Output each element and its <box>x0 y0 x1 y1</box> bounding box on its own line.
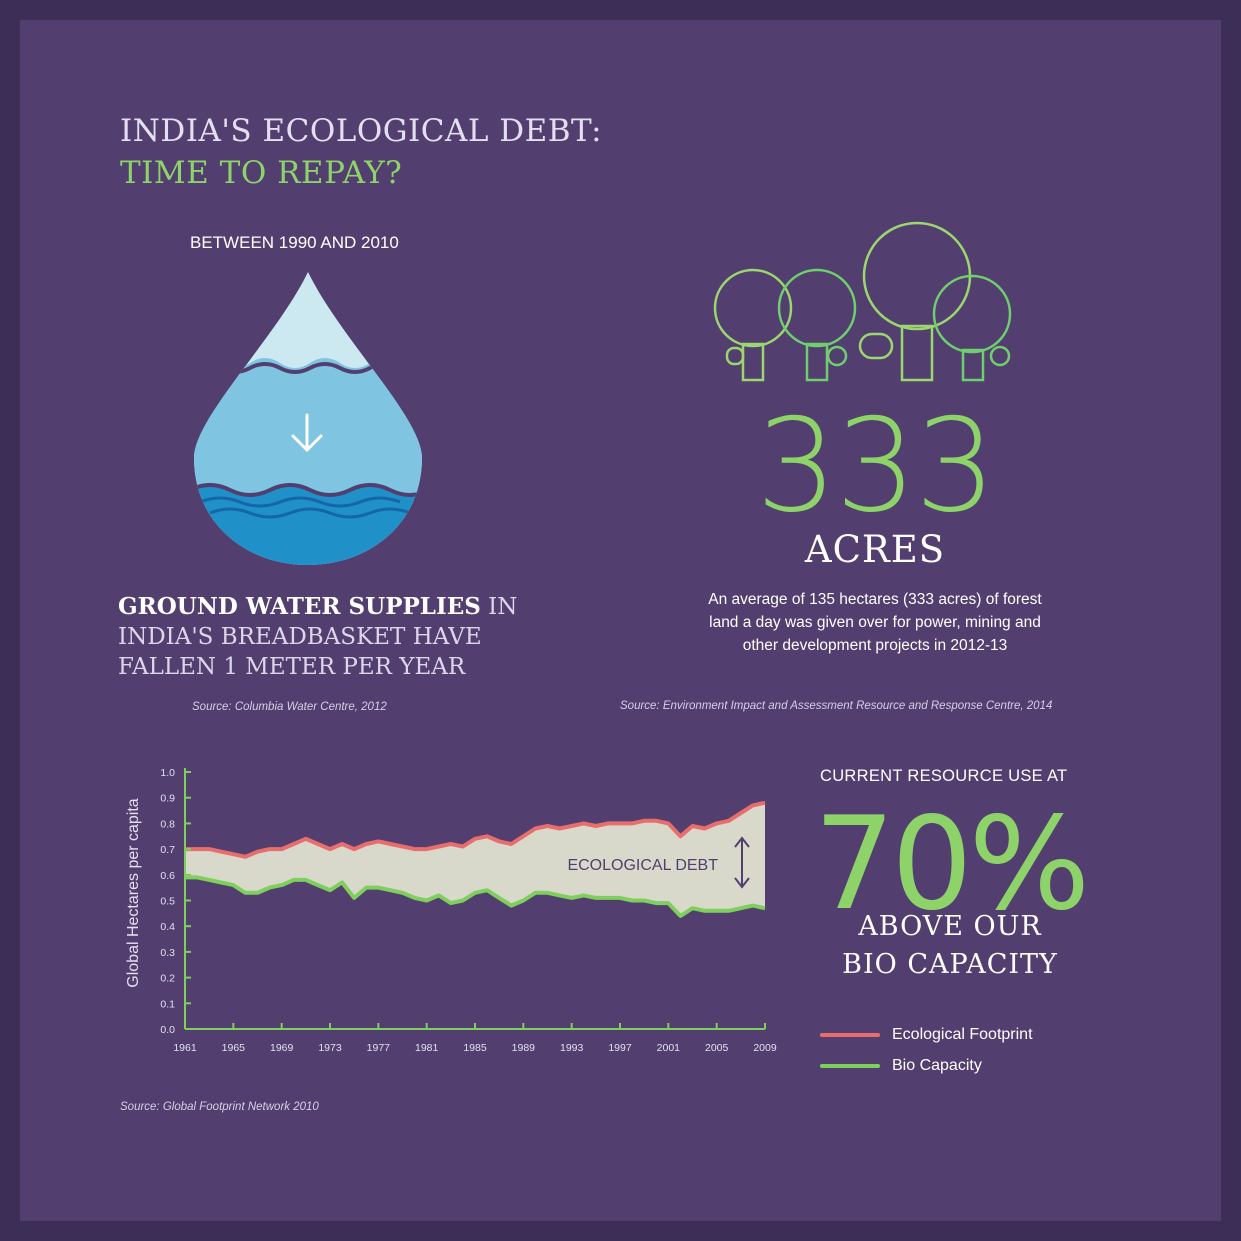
y-tick-label: 0.6 <box>160 870 175 882</box>
series-line-biocapacity <box>185 875 766 918</box>
legend-label-biocapacity: Bio Capacity <box>892 1057 982 1074</box>
x-tick-label: 1965 <box>222 1042 246 1054</box>
double-arrow-icon <box>734 836 750 889</box>
legend-swatch-biocapacity <box>820 1064 880 1068</box>
chart-legend: Ecological Footprint Bio Capacity <box>820 1024 1033 1077</box>
resource-heading: CURRENT RESOURCE USE AT <box>820 767 1068 785</box>
water-headline-bold: GROUND WATER SUPPLIES <box>118 593 481 620</box>
chart-axes-layer: 0.0 0.1 0.2 0.3 0.4 0.5 0.6 0.7 0.8 0.9 1.0 1961 196… <box>160 767 776 1054</box>
y-tick-label: 0.8 <box>160 818 175 830</box>
ecological-debt-annotation: ECOLOGICAL DEBT <box>567 857 718 874</box>
water-headline-line2: INDIA'S BREADBASKET HAVE <box>118 624 482 650</box>
chart-area-layer <box>185 800 766 918</box>
y-tick-label: 0.1 <box>160 998 175 1010</box>
water-headline: GROUND WATER SUPPLIES IN INDIA'S BREADBA… <box>118 592 538 682</box>
resource-caption: ABOVE OUR BIO CAPACITY <box>830 908 1070 984</box>
x-tick-label: 1997 <box>608 1042 632 1054</box>
forest-desc-line3: other development projects in 2012-13 <box>742 637 1008 654</box>
y-tick-label: 0.4 <box>160 921 175 933</box>
title-line-1: INDIA'S ECOLOGICAL DEBT: <box>120 113 603 149</box>
ecological-debt-chart: 0.0 0.1 0.2 0.3 0.4 0.5 0.6 0.7 0.8 0.9 1.0 1961 196… <box>125 767 777 1054</box>
forest-number: 333 <box>755 392 996 541</box>
x-tick-label: 1981 <box>415 1042 439 1054</box>
y-tick-label: 0.9 <box>160 793 175 805</box>
resource-caption-line1: ABOVE OUR <box>858 911 1042 942</box>
x-tick-label: 1989 <box>512 1042 536 1054</box>
forest-unit: ACRES <box>804 528 946 571</box>
x-tick-label: 2001 <box>657 1042 681 1054</box>
x-tick-label: 1985 <box>463 1042 487 1054</box>
x-tick-label: 2005 <box>705 1042 729 1054</box>
forest-description: An average of 135 hectares (333 acres) o… <box>660 588 1090 657</box>
title-line-2: TIME TO REPAY? <box>120 155 403 191</box>
water-headline-rest: IN <box>480 594 518 620</box>
forest-source: Source: Environment Impact and Assessmen… <box>620 700 1053 712</box>
legend-item-footprint: Ecological Footprint <box>820 1024 1033 1046</box>
trees-icon <box>713 221 1012 382</box>
series-line-footprint <box>185 800 766 859</box>
y-tick-label: 0.2 <box>160 973 175 985</box>
resource-caption-line2: BIO CAPACITY <box>842 949 1058 980</box>
water-drop-icon <box>194 272 422 565</box>
x-tick-label: 2009 <box>753 1042 777 1054</box>
x-tick-label: 1969 <box>270 1042 294 1054</box>
y-axis-label: Global Hectares per capita <box>125 798 142 988</box>
y-tick-label: 0.5 <box>160 896 175 908</box>
x-tick-label: 1961 <box>173 1042 197 1054</box>
debt-area <box>185 802 765 916</box>
resource-number: 70% <box>813 790 1091 939</box>
y-tick-label: 0.0 <box>160 1024 175 1036</box>
y-tick-label: 0.7 <box>160 844 175 856</box>
legend-item-biocapacity: Bio Capacity <box>820 1055 1033 1077</box>
forest-desc-line1: An average of 135 hectares (333 acres) o… <box>708 591 1042 608</box>
y-tick-label: 0.3 <box>160 947 175 959</box>
water-headline-line3: FALLEN 1 METER PER YEAR <box>118 654 466 680</box>
water-source: Source: Columbia Water Centre, 2012 <box>192 701 387 713</box>
y-tick-label: 1.0 <box>160 767 175 779</box>
x-tick-label: 1993 <box>560 1042 584 1054</box>
legend-swatch-footprint <box>820 1033 880 1037</box>
water-period: BETWEEN 1990 AND 2010 <box>190 233 399 252</box>
forest-desc-line2: land a day was given over for power, min… <box>709 614 1041 631</box>
infographic-panel <box>20 20 1221 1221</box>
chart-source: Source: Global Footprint Network 2010 <box>120 1101 319 1113</box>
legend-label-footprint: Ecological Footprint <box>892 1026 1033 1043</box>
x-tick-label: 1977 <box>367 1042 391 1054</box>
x-tick-label: 1973 <box>318 1042 342 1054</box>
